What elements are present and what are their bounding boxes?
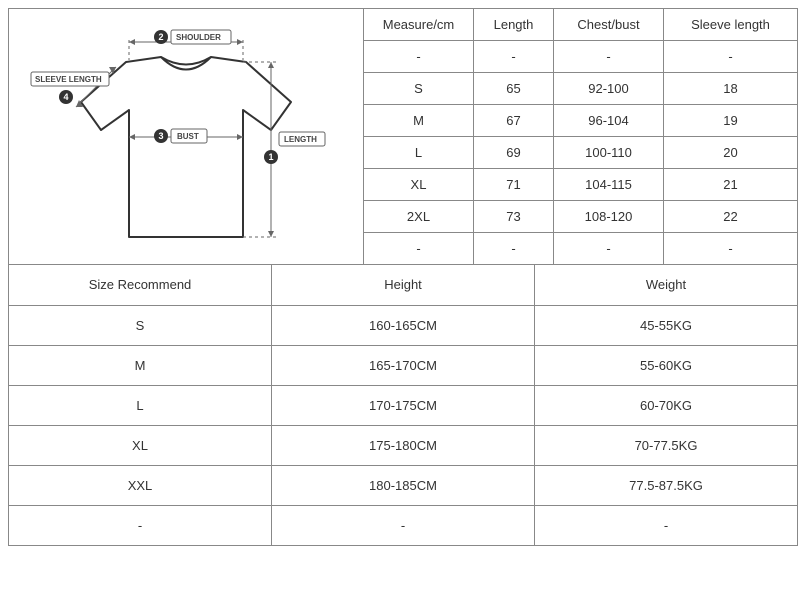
marker-2: 2 (158, 32, 163, 42)
col-length: Length (474, 9, 554, 41)
table-row: M6796-10419 (364, 105, 798, 137)
table-row: XL71104-11521 (364, 169, 798, 201)
recommend-table-header-row: Size Recommend Height Weight (9, 265, 798, 305)
table-row: M165-170CM55-60KG (9, 345, 798, 385)
table-row: ---- (364, 233, 798, 265)
col-sleeve: Sleeve length (664, 9, 798, 41)
table-row: 2XL73108-12022 (364, 201, 798, 233)
col-chest: Chest/bust (554, 9, 664, 41)
table-row: S160-165CM45-55KG (9, 305, 798, 345)
table-row: L69100-11020 (364, 137, 798, 169)
sleeve-length-label: SLEEVE LENGTH (35, 75, 102, 84)
size-table: Measure/cm Length Chest/bust Sleeve leng… (363, 8, 798, 265)
length-label: LENGTH (284, 135, 317, 144)
col-measure: Measure/cm (364, 9, 474, 41)
marker-1: 1 (268, 152, 273, 162)
tshirt-diagram: SHOULDER 2 SLEEVE LENGTH 4 BUST 3 (21, 12, 351, 262)
table-row: L170-175CM60-70KG (9, 385, 798, 425)
table-row: XXL180-185CM77.5-87.5KG (9, 465, 798, 505)
col-height: Height (272, 265, 535, 305)
marker-3: 3 (158, 131, 163, 141)
top-section: SHOULDER 2 SLEEVE LENGTH 4 BUST 3 (8, 8, 798, 265)
tshirt-diagram-cell: SHOULDER 2 SLEEVE LENGTH 4 BUST 3 (8, 8, 363, 265)
size-table-header-row: Measure/cm Length Chest/bust Sleeve leng… (364, 9, 798, 41)
col-size-recommend: Size Recommend (9, 265, 272, 305)
marker-4: 4 (63, 92, 68, 102)
col-weight: Weight (535, 265, 798, 305)
recommend-table: Size Recommend Height Weight S160-165CM4… (8, 265, 798, 546)
table-row: --- (9, 505, 798, 545)
table-row: S6592-10018 (364, 73, 798, 105)
bust-label: BUST (177, 132, 199, 141)
shoulder-label: SHOULDER (176, 33, 221, 42)
table-row: XL175-180CM70-77.5KG (9, 425, 798, 465)
table-row: ---- (364, 41, 798, 73)
